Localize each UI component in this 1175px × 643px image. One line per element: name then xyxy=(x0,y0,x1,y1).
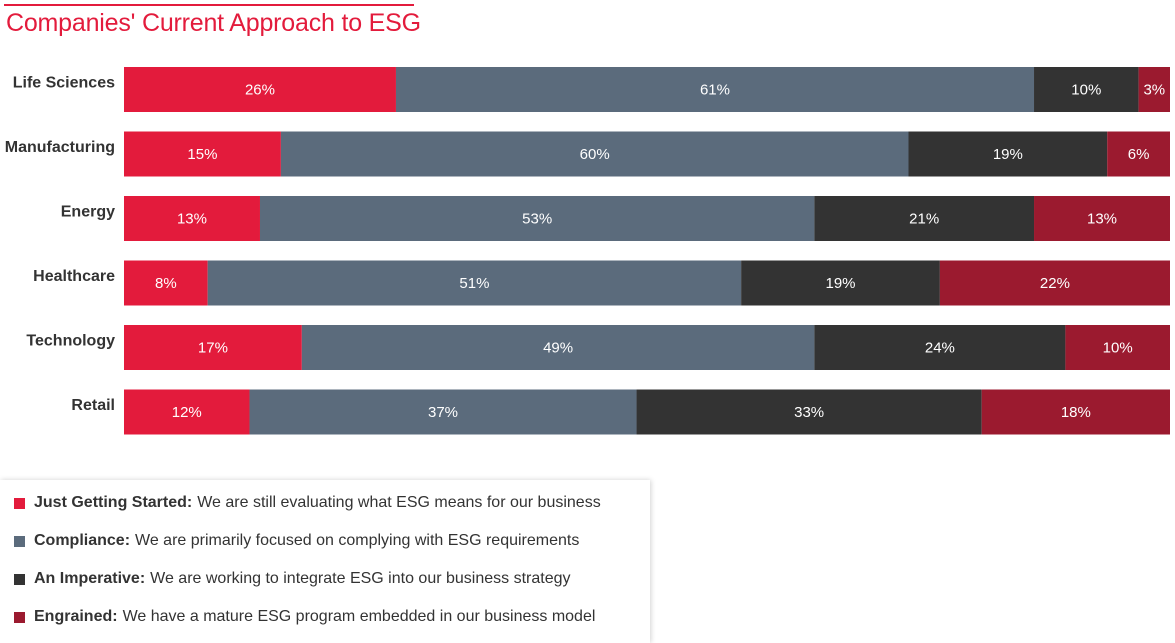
data-label-healthcare-just-getting-started: 8% xyxy=(155,275,177,292)
data-label-technology-an-imperative: 24% xyxy=(925,339,955,356)
bar-retail-compliance xyxy=(249,389,637,435)
legend-desc-engrained: We have a mature ESG program embedded in… xyxy=(122,608,596,625)
stacked-bar-chart: Life Sciences 26% 61% 10% 3% Manufacturing 15%… xyxy=(5,67,1170,435)
legend-name-compliance: Compliance: xyxy=(34,532,131,549)
bar-retail-just-getting-started xyxy=(124,389,250,435)
data-label-technology-engrained: 10% xyxy=(1103,339,1133,356)
legend-name-engrained: Engrained: xyxy=(34,608,118,625)
data-label-energy-engrained: 13% xyxy=(1087,210,1117,227)
data-label-healthcare-an-imperative: 19% xyxy=(825,275,855,292)
bar-life-sciences-engrained xyxy=(1138,67,1170,112)
bar-manufacturing-compliance xyxy=(280,131,909,177)
data-label-manufacturing-an-imperative: 19% xyxy=(993,146,1023,163)
legend-swatch-engrained xyxy=(14,611,25,623)
legend-name-just-getting-started: Just Getting Started: xyxy=(34,494,193,511)
bar-healthcare-engrained xyxy=(939,260,1170,306)
data-label-retail-an-imperative: 33% xyxy=(794,404,824,421)
bar-manufacturing-an-imperative xyxy=(908,131,1108,177)
bar-healthcare-just-getting-started xyxy=(124,260,208,306)
category-label-life-sciences: Life Sciences xyxy=(13,75,115,92)
data-label-healthcare-engrained: 22% xyxy=(1040,275,1070,292)
bar-technology-just-getting-started xyxy=(124,325,302,370)
bar-retail-an-imperative xyxy=(636,389,982,435)
data-label-retail-engrained: 18% xyxy=(1061,404,1091,421)
category-label-technology: Technology xyxy=(26,333,115,350)
legend-desc-just-getting-started: We are still evaluating what ESG means f… xyxy=(197,494,601,511)
legend: Just Getting Started: We are still evalu… xyxy=(0,480,650,643)
data-label-life-sciences-engrained: 3% xyxy=(1143,81,1165,98)
bar-energy-engrained xyxy=(1034,196,1170,241)
bar-life-sciences-compliance xyxy=(395,67,1035,112)
data-label-retail-just-getting-started: 12% xyxy=(172,404,202,421)
data-label-life-sciences-compliance: 61% xyxy=(700,81,730,98)
data-label-manufacturing-just-getting-started: 15% xyxy=(187,146,217,163)
data-label-life-sciences-an-imperative: 10% xyxy=(1071,81,1101,98)
bar-life-sciences-just-getting-started xyxy=(124,67,396,112)
bar-healthcare-an-imperative xyxy=(741,260,940,306)
data-label-retail-compliance: 37% xyxy=(428,404,458,421)
bar-technology-an-imperative xyxy=(814,325,1066,370)
bar-manufacturing-engrained xyxy=(1107,131,1170,177)
category-label-manufacturing: Manufacturing xyxy=(5,139,115,156)
legend-swatch-compliance xyxy=(14,535,25,547)
legend-item-compliance: Compliance: We are primarily focused on … xyxy=(14,531,579,551)
legend-item-engrained: Engrained: We have a mature ESG program … xyxy=(14,607,595,627)
category-label-healthcare: Healthcare xyxy=(33,268,115,285)
category-label-energy: Energy xyxy=(61,204,115,221)
bar-retail-engrained xyxy=(981,389,1170,435)
bar-energy-an-imperative xyxy=(814,196,1035,241)
bar-life-sciences-an-imperative xyxy=(1034,67,1139,112)
legend-name-an-imperative: An Imperative: xyxy=(34,570,146,587)
category-label-retail: Retail xyxy=(71,397,115,414)
legend-desc-an-imperative: We are working to integrate ESG into our… xyxy=(150,570,571,587)
bar-manufacturing-just-getting-started xyxy=(124,131,281,177)
data-label-energy-just-getting-started: 13% xyxy=(177,210,207,227)
data-label-energy-an-imperative: 21% xyxy=(909,210,939,227)
data-label-life-sciences-just-getting-started: 26% xyxy=(245,81,275,98)
legend-item-just-getting-started: Just Getting Started: We are still evalu… xyxy=(14,493,601,513)
data-label-energy-compliance: 53% xyxy=(522,210,552,227)
bar-technology-engrained xyxy=(1065,325,1170,370)
legend-swatch-just-getting-started xyxy=(14,497,25,509)
chart-title: Companies' Current Approach to ESG xyxy=(6,9,421,37)
legend-swatch-an-imperative xyxy=(14,573,25,585)
data-label-healthcare-compliance: 51% xyxy=(459,275,489,292)
bar-healthcare-compliance xyxy=(207,260,742,306)
data-label-technology-just-getting-started: 17% xyxy=(198,339,228,356)
legend-desc-compliance: We are primarily focused on complying wi… xyxy=(135,532,580,549)
bar-energy-just-getting-started xyxy=(124,196,260,241)
data-label-manufacturing-engrained: 6% xyxy=(1128,146,1150,163)
data-label-technology-compliance: 49% xyxy=(543,339,573,356)
bar-energy-compliance xyxy=(259,196,815,241)
bar-technology-compliance xyxy=(301,325,815,370)
title-rule xyxy=(4,4,414,6)
data-label-manufacturing-compliance: 60% xyxy=(580,146,610,163)
legend-item-an-imperative: An Imperative: We are working to integra… xyxy=(14,569,571,589)
